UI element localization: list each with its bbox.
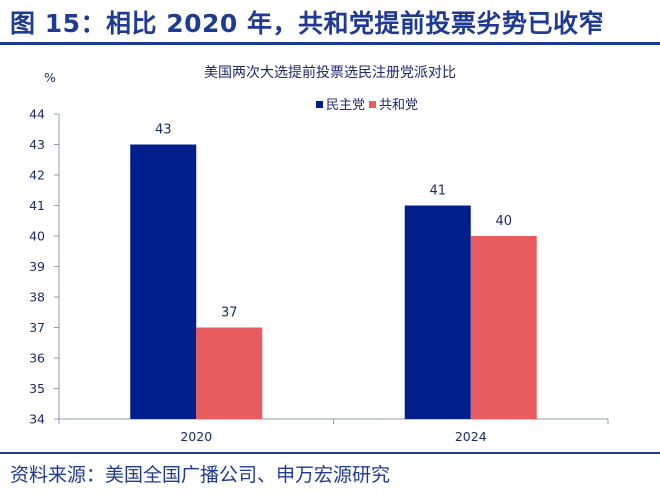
y-tick-label: 37 bbox=[29, 320, 45, 335]
y-axis-unit: % bbox=[44, 70, 56, 85]
chart-title: 美国两次大选提前投票选民注册党派对比 bbox=[204, 64, 456, 81]
y-tick-label: 39 bbox=[29, 259, 45, 274]
bar bbox=[470, 236, 537, 419]
legend-swatch bbox=[369, 101, 376, 108]
bar bbox=[196, 327, 263, 419]
bars: 43 37 41 40 bbox=[130, 123, 537, 419]
data-label: 41 bbox=[429, 184, 446, 199]
data-label: 40 bbox=[495, 214, 512, 229]
source-note: 资料来源：美国全国广播公司、申万宏源研究 bbox=[10, 464, 391, 486]
x-axis: 2020 2024 bbox=[58, 418, 609, 444]
figure-title: 图 15：相比 2020 年，共和党提前投票劣势已收窄 bbox=[10, 9, 604, 38]
y-tick-label: 42 bbox=[29, 168, 45, 183]
bar bbox=[130, 144, 197, 419]
bar bbox=[404, 205, 471, 419]
data-label: 43 bbox=[155, 123, 172, 138]
y-tick-label: 43 bbox=[29, 137, 45, 152]
legend-label: 民主党 bbox=[326, 98, 365, 113]
data-label: 37 bbox=[221, 306, 238, 321]
y-tick-label: 40 bbox=[29, 229, 45, 244]
source-rule bbox=[0, 452, 660, 454]
x-tick-label: 2020 bbox=[180, 429, 212, 444]
x-tick-label: 2024 bbox=[455, 429, 487, 444]
legend-label: 共和党 bbox=[379, 98, 418, 113]
title-rule bbox=[0, 42, 660, 45]
y-tick-label: 34 bbox=[29, 412, 45, 427]
y-tick-label: 35 bbox=[29, 381, 45, 396]
y-tick-label: 44 bbox=[29, 107, 45, 122]
legend-swatch bbox=[316, 101, 323, 108]
y-axis: 34 35 36 37 38 39 40 41 42 43 44 bbox=[29, 107, 60, 427]
y-tick-label: 41 bbox=[29, 198, 45, 213]
legend: 民主党 共和党 bbox=[316, 98, 418, 113]
y-tick-label: 36 bbox=[29, 351, 45, 366]
y-tick-label: 38 bbox=[29, 290, 45, 305]
